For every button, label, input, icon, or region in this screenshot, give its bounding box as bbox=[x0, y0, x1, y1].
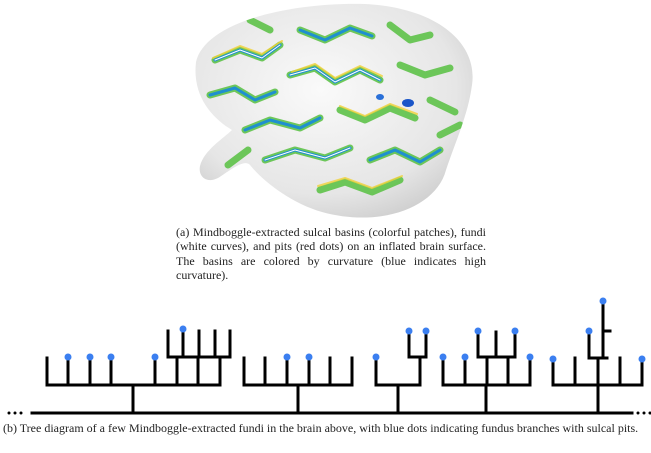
caption-a: (a) Mindboggle-extracted sulcal basins (… bbox=[176, 225, 486, 282]
tree-diagram bbox=[8, 298, 651, 415]
page: (a) Mindboggle-extracted sulcal basins (… bbox=[0, 0, 651, 453]
brain-image bbox=[195, 4, 472, 218]
caption-b: (b) Tree diagram of a few Mindboggle-ext… bbox=[3, 421, 648, 435]
